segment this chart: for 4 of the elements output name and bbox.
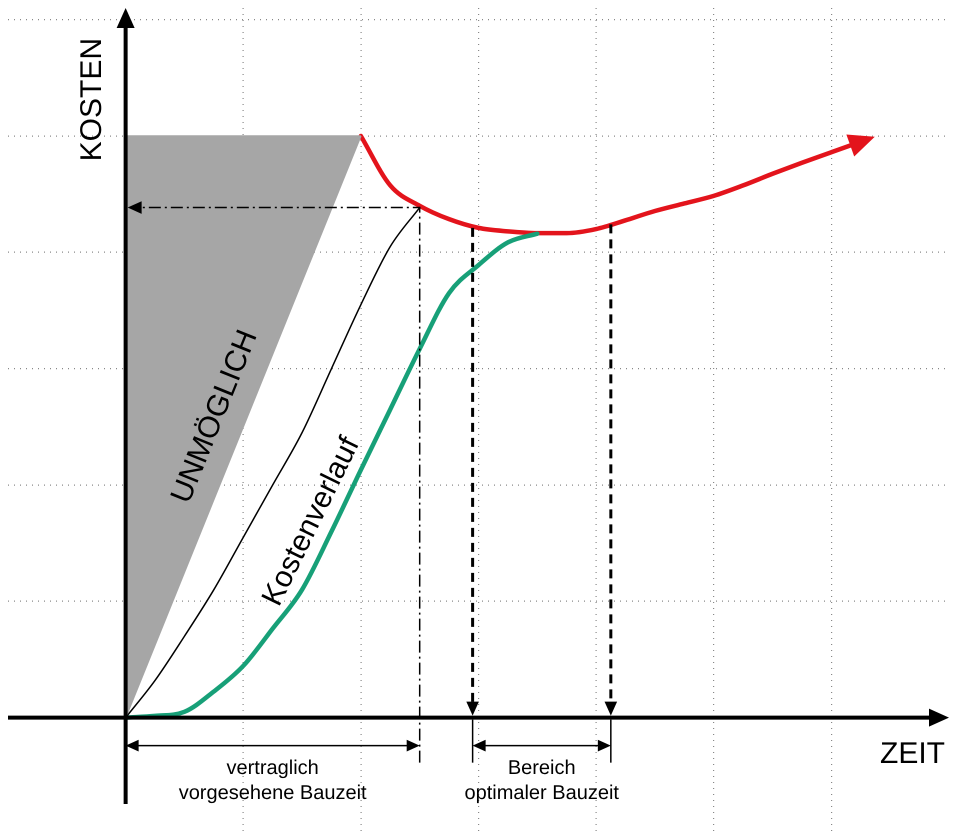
x-axis-title: ZEIT [880,736,945,770]
text: Bereich optimaler Bauzeit [463,756,620,806]
text: vertraglich vorgesehene Bauzeit [178,756,368,806]
y-axis-title: KOSTEN [74,38,108,162]
